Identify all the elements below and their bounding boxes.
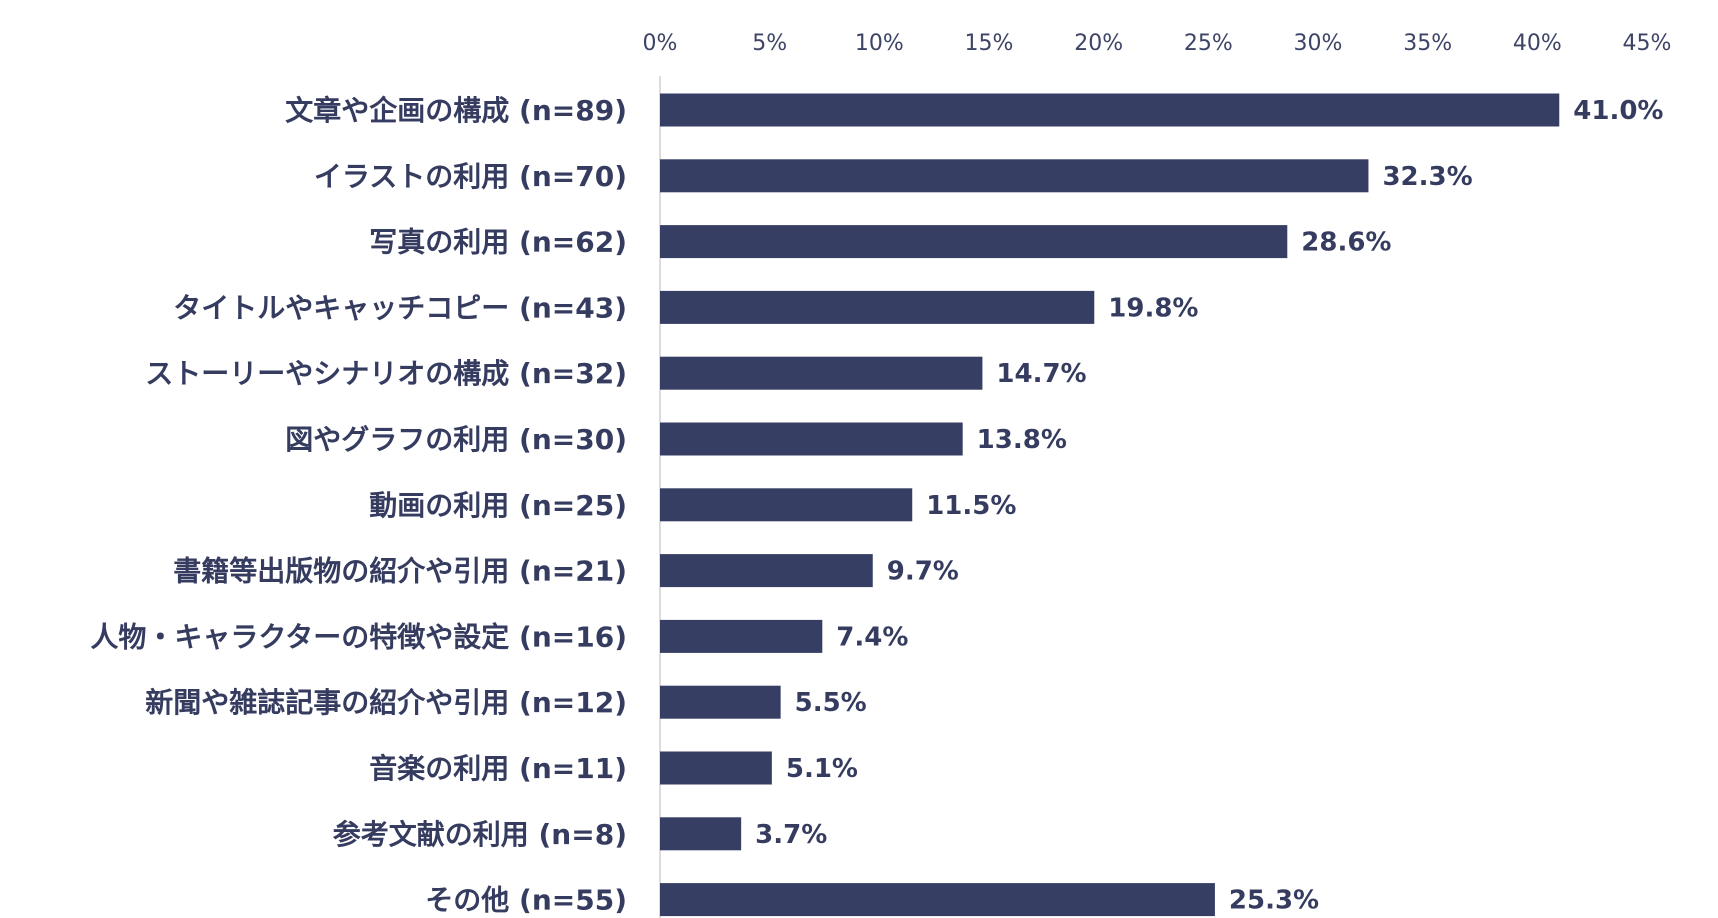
value-label: 7.4% — [836, 622, 908, 652]
bar — [660, 751, 772, 785]
x-tick-label: 0% — [643, 31, 678, 56]
x-tick-label: 10% — [855, 31, 904, 56]
value-label: 5.1% — [786, 754, 858, 784]
category-label: 音楽の利用 (n=11) — [369, 752, 627, 785]
category-label: ストーリーやシナリオの構成 (n=32) — [145, 357, 627, 390]
bar — [660, 554, 873, 588]
value-label: 3.7% — [755, 820, 827, 850]
bar — [660, 422, 963, 456]
value-label: 11.5% — [926, 491, 1016, 521]
value-label: 25.3% — [1229, 886, 1319, 916]
value-label: 32.3% — [1382, 162, 1472, 192]
category-labels: 文章や企画の構成 (n=89) イラストの利用 (n=70) 写真の利用 (n=62… — [90, 94, 627, 917]
bar — [660, 619, 823, 653]
bar — [660, 356, 983, 390]
category-label: 人物・キャラクターの特徴や設定 (n=16) — [90, 620, 627, 653]
x-axis-ticks: 0% 5% 10% 15% 20% 25% 30% 35% 40% 45% — [643, 31, 1672, 56]
category-label: タイトルやキャッチコピー (n=43) — [173, 291, 627, 324]
bar — [660, 93, 1560, 127]
x-tick-label: 15% — [965, 31, 1014, 56]
value-label: 5.5% — [795, 688, 867, 718]
value-label: 19.8% — [1108, 293, 1198, 323]
value-labels: 41.0% 32.3% 28.6% 19.8% 14.7% 13.8% 11.5% 9.7% 7… — [755, 96, 1663, 916]
x-tick-label: 45% — [1623, 31, 1672, 56]
x-tick-label: 40% — [1513, 31, 1562, 56]
bar — [660, 488, 913, 522]
category-label: 新聞や雑誌記事の紹介や引用 (n=12) — [145, 686, 627, 719]
bar — [660, 159, 1369, 193]
category-label: 文章や企画の構成 (n=89) — [285, 94, 627, 127]
x-tick-label: 20% — [1074, 31, 1123, 56]
category-label: その他 (n=55) — [425, 884, 627, 917]
bar — [660, 290, 1095, 324]
value-label: 28.6% — [1301, 228, 1391, 258]
category-label: 参考文献の利用 (n=8) — [333, 818, 627, 851]
value-label: 41.0% — [1573, 96, 1663, 126]
value-label: 14.7% — [996, 359, 1086, 389]
x-tick-label: 35% — [1403, 31, 1452, 56]
x-tick-label: 5% — [752, 31, 787, 56]
category-label: イラストの利用 (n=70) — [314, 160, 627, 193]
category-label: 動画の利用 (n=25) — [369, 489, 627, 522]
category-label: 図やグラフの利用 (n=30) — [285, 423, 627, 456]
value-label: 9.7% — [887, 557, 959, 587]
bars-group — [660, 93, 1560, 917]
value-label: 13.8% — [977, 425, 1067, 455]
category-label: 書籍等出版物の紹介や引用 (n=21) — [173, 555, 627, 588]
bar — [660, 883, 1215, 917]
x-tick-label: 25% — [1184, 31, 1233, 56]
bar — [660, 685, 781, 719]
x-tick-label: 30% — [1294, 31, 1343, 56]
category-label: 写真の利用 (n=62) — [369, 226, 627, 259]
bar — [660, 225, 1288, 259]
bar — [660, 817, 742, 851]
